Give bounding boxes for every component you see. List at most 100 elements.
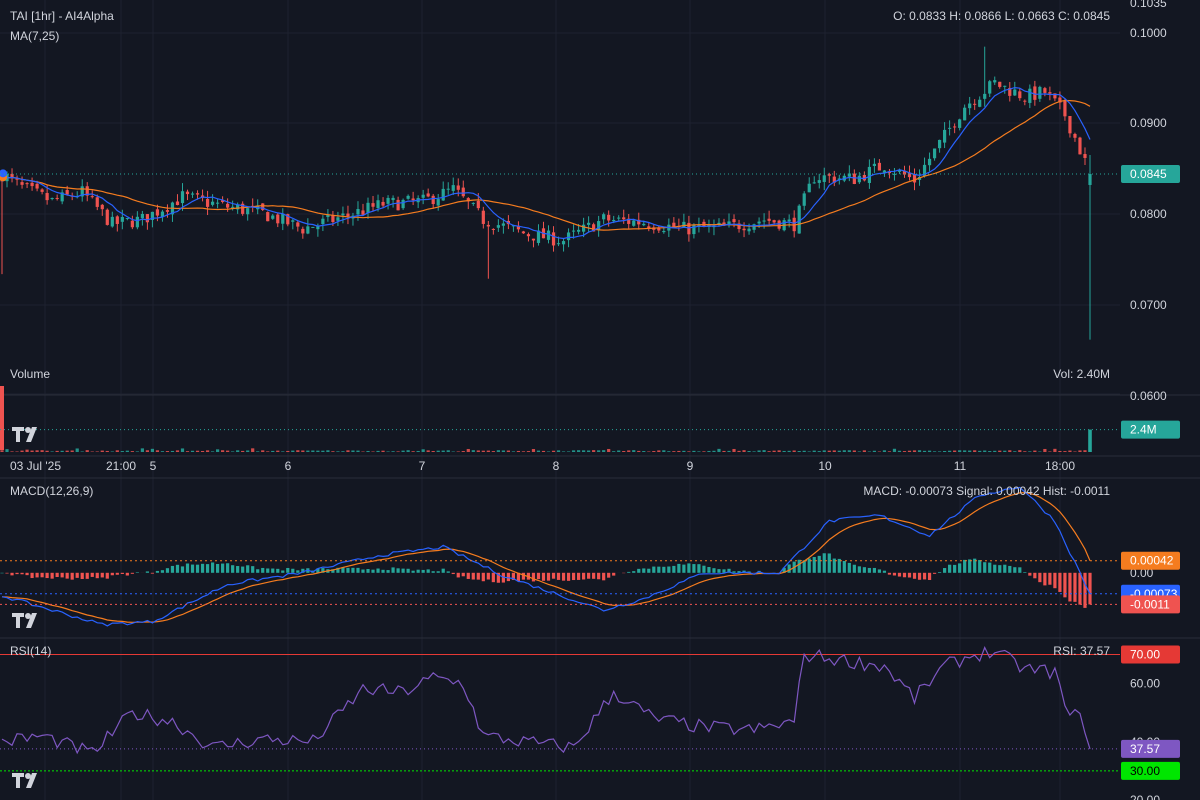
macd-hist-badge [1121, 595, 1180, 614]
macd-hist-bar [165, 568, 170, 573]
volume-bar [50, 451, 54, 452]
candle-body [1048, 92, 1052, 94]
macd-hist-bar [902, 572, 907, 578]
volume-bar [436, 450, 440, 452]
volume-bar [832, 450, 836, 452]
volume-bar [406, 450, 410, 452]
candle-body [582, 224, 586, 232]
volume-bar [561, 451, 566, 452]
volume-bar [772, 450, 776, 452]
candle-body [847, 173, 851, 177]
candle-body [817, 180, 821, 183]
macd-hist-bar [637, 568, 641, 573]
candle-body [777, 220, 781, 229]
candle-body [592, 224, 596, 232]
candle-body [772, 220, 776, 223]
macd-hist-bar [521, 572, 526, 580]
volume-bar [958, 450, 962, 452]
candle-body [797, 205, 801, 234]
candle-body [662, 230, 666, 233]
chart-title: TAI [1hr] - AI4Alpha [10, 9, 114, 23]
candle-body [787, 219, 791, 222]
volume-bar [0, 450, 4, 452]
candle-body [747, 228, 751, 232]
macd-hist-bar [466, 572, 470, 579]
time-tick-label: 03 Jul '25 [10, 459, 61, 473]
volume-label: Volume [10, 367, 51, 381]
candle-body [912, 174, 917, 183]
macd-hist-bar [401, 568, 405, 573]
macd-hist-bar [55, 572, 59, 578]
candle-body [376, 200, 380, 208]
macd-hist-bar [130, 572, 134, 574]
macd-hist-bar [1038, 572, 1042, 583]
volume-bar [762, 450, 766, 452]
macd-hist-bar [70, 572, 74, 580]
volume-bar [556, 450, 561, 452]
macd-hist-bar [446, 571, 450, 573]
volume-bar [582, 450, 586, 452]
macd-hist-bar [481, 572, 485, 582]
candle-body [316, 225, 320, 230]
candle-body [602, 214, 606, 220]
candle-body [421, 194, 425, 198]
macd-hist-bar [40, 572, 44, 578]
macd-hist-bar [85, 572, 89, 579]
volume-bar [521, 451, 526, 452]
candle-body [827, 174, 831, 176]
volume-badge-text: 2.4M [1130, 423, 1157, 437]
volume-bar [481, 450, 485, 452]
ma25-line [1, 99, 1091, 231]
macd-hist-bar [556, 572, 561, 580]
volume-bar [446, 450, 450, 452]
candle-body [983, 93, 987, 99]
candle-body [561, 241, 566, 245]
volume-bar [917, 450, 922, 452]
macd-hist-bar [892, 572, 897, 576]
candle-body [717, 222, 721, 225]
last-price-badge [1121, 165, 1180, 184]
volume-bar [536, 450, 541, 452]
rsi-tick-label: 20.00 [1130, 793, 1160, 800]
volume-bar [862, 450, 866, 452]
macd-hist-bar [416, 569, 420, 573]
volume-bar [346, 450, 350, 452]
candle-body [1068, 116, 1072, 134]
volume-bar [983, 450, 987, 452]
candle-body [998, 81, 1002, 87]
candle-body [607, 214, 611, 221]
volume-bar [55, 450, 59, 452]
volume-bar [637, 450, 641, 452]
macd-hist-bar [832, 558, 836, 573]
price-candles [0, 46, 1120, 340]
volume-bar [767, 451, 771, 452]
price-tick-label: 0.1035 [1130, 0, 1167, 10]
candle-body [531, 238, 536, 241]
volume-bar [296, 450, 300, 452]
macd-hist-bar [842, 560, 846, 573]
volume-bar [531, 449, 536, 452]
candle-body [627, 218, 631, 224]
macd-hist-bar [506, 572, 510, 582]
volume-bar [130, 451, 134, 452]
candle-body [306, 226, 310, 234]
macd-hist-bar [1018, 567, 1022, 573]
macd-hist-bar [110, 572, 114, 576]
candle-body [346, 213, 350, 217]
macd-hist-bar [857, 566, 861, 573]
candle-body [190, 193, 195, 195]
candle-body [1073, 133, 1077, 138]
candle-body [396, 199, 400, 211]
time-tick-label: 18:00 [1045, 459, 1075, 473]
volume-bar [998, 450, 1002, 452]
macd-hist-bar [737, 571, 741, 573]
volume-bar [376, 450, 380, 452]
volume-bar [261, 450, 265, 452]
candle-body [978, 99, 982, 107]
macd-hist-bar [421, 569, 425, 573]
volume-bar [973, 450, 977, 452]
axis-labels: 0.1035 0.1000 0.0900 0.0800 0.0700 0.0600 03 J… [10, 0, 1167, 800]
candle-body [356, 209, 360, 215]
time-tick-label: 9 [687, 459, 694, 473]
